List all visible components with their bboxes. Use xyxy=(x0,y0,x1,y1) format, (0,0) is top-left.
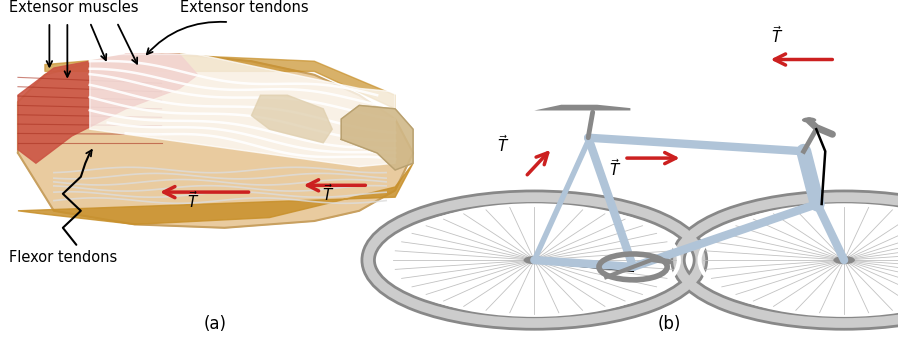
Text: (b): (b) xyxy=(657,315,681,333)
Text: Extensor muscles: Extensor muscles xyxy=(9,0,138,15)
Text: Flexor tendons: Flexor tendons xyxy=(9,250,118,265)
Circle shape xyxy=(524,256,545,264)
Circle shape xyxy=(833,256,855,264)
Polygon shape xyxy=(534,105,630,110)
Text: (a): (a) xyxy=(204,315,227,333)
Polygon shape xyxy=(90,54,395,167)
Text: $\vec{T}$: $\vec{T}$ xyxy=(321,183,334,204)
Text: Extensor tendons: Extensor tendons xyxy=(180,0,308,15)
Polygon shape xyxy=(341,105,413,170)
Polygon shape xyxy=(18,163,413,224)
Polygon shape xyxy=(251,95,332,143)
Polygon shape xyxy=(18,54,198,163)
Circle shape xyxy=(802,117,816,123)
Text: $\vec{T}$: $\vec{T}$ xyxy=(770,25,783,46)
Polygon shape xyxy=(45,54,395,109)
Text: $\vec{T}$: $\vec{T}$ xyxy=(609,157,621,178)
Polygon shape xyxy=(18,54,413,228)
Text: $\vec{T}$: $\vec{T}$ xyxy=(497,134,509,155)
Text: $\vec{T}$: $\vec{T}$ xyxy=(187,190,199,211)
